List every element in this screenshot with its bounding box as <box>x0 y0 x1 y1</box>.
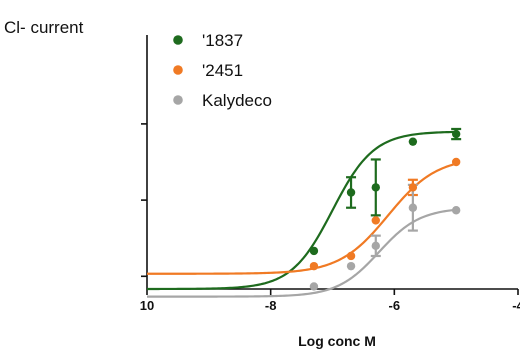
x-axis-label: Log conc M <box>298 333 376 349</box>
y-axis-label: Cl- current <box>4 18 84 37</box>
x-tick-label-3: -4 <box>512 298 520 313</box>
fit-curve-0 <box>147 130 457 291</box>
legend-label-0: '1837 <box>202 31 243 50</box>
legend-label-2: Kalydeco <box>202 91 272 110</box>
x-tick-label-0: 10 <box>140 298 154 313</box>
error-bars <box>346 127 462 258</box>
data-point-0-2 <box>371 183 380 192</box>
data-point-2-1 <box>346 261 356 271</box>
legend-marker-2 <box>173 95 183 105</box>
data-point-1-0 <box>309 261 319 271</box>
data-point-0-0 <box>309 246 319 256</box>
data-point-1-3 <box>408 183 418 192</box>
x-tick-label-2: -6 <box>389 298 401 313</box>
legend-marker-1 <box>173 65 183 75</box>
fit-curve-2 <box>147 208 457 298</box>
data-point-2-4 <box>451 206 461 215</box>
data-points <box>309 129 461 291</box>
data-point-0-4 <box>451 129 461 139</box>
legend: '1837 '2451 Kalydeco <box>173 31 272 110</box>
data-point-2-2 <box>371 241 380 251</box>
data-point-1-4 <box>451 157 461 167</box>
data-point-0-1 <box>346 188 356 197</box>
data-point-0-3 <box>408 137 418 146</box>
legend-marker-0 <box>173 35 183 45</box>
axes: 10 -8 -6 -4 <box>140 35 520 313</box>
fit-curve-1 <box>147 162 457 275</box>
x-tick-label-1: -8 <box>265 298 277 313</box>
fit-curves <box>147 130 457 298</box>
data-point-1-2 <box>371 216 380 225</box>
data-point-2-3 <box>408 203 418 212</box>
legend-label-1: '2451 <box>202 61 243 80</box>
data-point-2-0 <box>309 282 319 291</box>
data-point-1-1 <box>346 251 356 261</box>
